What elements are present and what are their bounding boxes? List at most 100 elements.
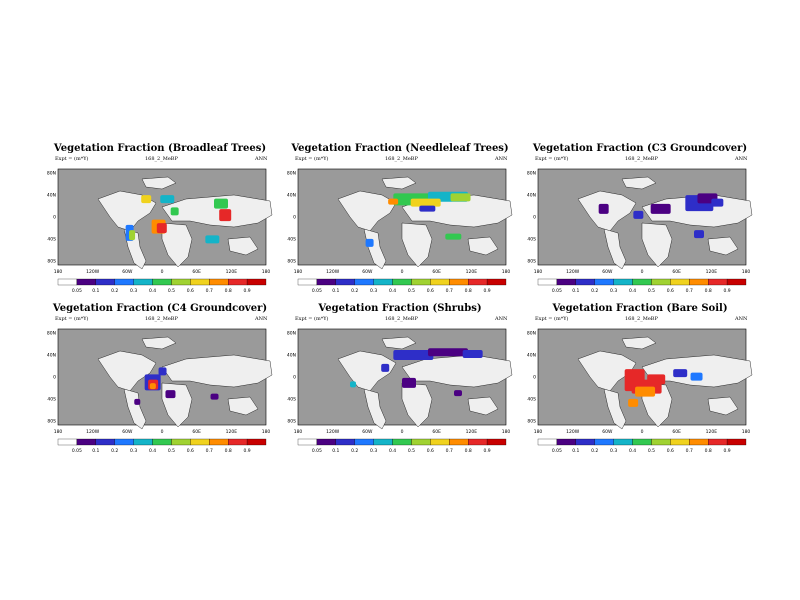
colorbar-swatch [613, 278, 633, 286]
colorbar-tick-label: 0.9 [484, 288, 491, 294]
colorbar-tick-label: 0.9 [244, 288, 251, 294]
lon-tick-label: 120W [86, 429, 100, 435]
colorbar-tick-label: 0.6 [667, 288, 674, 294]
map-plot: 180 120W 60W 0 60E 120E 180 80N 40N 0 40S 80S 0.05 0.… [527, 328, 753, 454]
lon-tick-label: 120E [226, 429, 238, 435]
colorbar-tick-label: 0.6 [667, 448, 674, 454]
lat-tick-label: 0 [293, 375, 296, 381]
lon-tick-label: 60E [192, 429, 201, 435]
colorbar-tick-label: 0.1 [92, 448, 99, 454]
colorbar-swatch [392, 438, 412, 446]
lon-tick-label: 0 [161, 269, 164, 275]
lat-tick-label: 40N [527, 353, 536, 359]
map-plot: 180 120W 60W 0 60E 120E 180 80N 40N 0 40S 80S 0.05 0.… [287, 168, 513, 294]
season-label: ANN [495, 316, 508, 322]
colorbar-tick-label: 0.4 [389, 448, 396, 454]
colorbar-tick-label: 0.5 [648, 448, 655, 454]
data-region [647, 374, 666, 385]
data-region [598, 203, 609, 214]
colorbar-tick-label: 0.5 [648, 288, 655, 294]
lat-tick-label: 0 [533, 375, 536, 381]
colorbar-swatch [297, 278, 318, 286]
lon-tick-label: 180 [742, 269, 751, 275]
colorbar-swatch [246, 438, 267, 446]
colorbar-swatch [133, 438, 153, 446]
lon-tick-label: 60E [192, 269, 201, 275]
colorbar-tick-label: 0.9 [724, 448, 731, 454]
colorbar-tick-label: 0.5 [408, 448, 415, 454]
panel-title: Vegetation Fraction (Shrubs) [318, 303, 482, 314]
lon-tick-label: 0 [641, 429, 644, 435]
lon-tick-label: 0 [641, 269, 644, 275]
data-region [402, 377, 416, 388]
units-label: Expt = (m*Y) [55, 156, 89, 162]
data-region [419, 205, 436, 212]
data-region [393, 349, 434, 360]
colorbar-swatch [726, 438, 747, 446]
map-plot: 180 120W 60W 0 60E 120E 180 80N 40N 0 40S 80S 0.05 0.… [47, 328, 273, 454]
data-region [445, 233, 462, 240]
colorbar-tick-label: 0.9 [724, 288, 731, 294]
lat-tick-label: 80S [287, 419, 296, 425]
season-label: ANN [495, 156, 508, 162]
lat-tick-label: 80N [287, 331, 296, 337]
data-region [635, 386, 656, 397]
colorbar-tick-label: 0.8 [225, 288, 232, 294]
colorbar-swatch [430, 278, 450, 286]
map-area [537, 168, 753, 270]
lon-tick-label: 60E [432, 269, 441, 275]
lon-tick-label: 180 [742, 429, 751, 435]
data-region [149, 383, 156, 390]
colorbar-swatch [632, 278, 652, 286]
colorbar-swatch [246, 278, 267, 286]
map-plot: 180 120W 60W 0 60E 120E 180 80N 40N 0 40S 80S 0.05 0.… [47, 168, 273, 294]
data-region [365, 238, 374, 247]
colorbar-swatch [354, 278, 374, 286]
colorbar-swatch [171, 278, 191, 286]
land-mass [363, 388, 387, 430]
land-mass [401, 354, 513, 388]
lat-tick-label: 40S [287, 397, 296, 403]
land-mass [603, 388, 627, 430]
land-mass [467, 396, 499, 416]
lat-tick-label: 80N [47, 331, 56, 337]
lat-tick-label: 0 [53, 215, 56, 221]
colorbar-tick-label: 0.8 [465, 448, 472, 454]
land-mass [381, 176, 417, 190]
colorbar-tick-label: 0.8 [225, 448, 232, 454]
colorbar-tick-label: 0.1 [332, 448, 339, 454]
panel-c4-groundcover: Vegetation Fraction (C4 Groundcover) Exp… [40, 303, 280, 463]
colorbar-tick-label: 0.3 [610, 288, 617, 294]
lon-tick-label: 60E [672, 429, 681, 435]
units-label: Expt = (m*Y) [535, 156, 569, 162]
colorbar-swatch [114, 278, 134, 286]
case-label: 168_2_MeBP [145, 316, 178, 322]
data-region [158, 367, 167, 376]
season-label: ANN [255, 316, 268, 322]
data-region [690, 372, 703, 381]
colorbar-swatch [708, 278, 728, 286]
lat-tick-label: 80S [527, 419, 536, 425]
colorbar-swatch [57, 278, 78, 286]
data-region [165, 390, 176, 399]
lon-tick-label: 60E [432, 429, 441, 435]
colorbar-tick-label: 0.7 [686, 448, 693, 454]
colorbar-swatch [190, 278, 210, 286]
lon-tick-label: 120W [566, 429, 580, 435]
lat-tick-label: 40S [527, 237, 536, 243]
land-mass [123, 388, 147, 430]
colorbar-swatch [76, 278, 96, 286]
colorbar-tick-label: 0.6 [427, 288, 434, 294]
colorbar-swatch [670, 278, 690, 286]
lon-tick-label: 120E [466, 429, 478, 435]
data-region [160, 195, 175, 204]
colorbar-tick-label: 0.2 [111, 448, 118, 454]
colorbar-swatch [449, 278, 469, 286]
panel-title: Vegetation Fraction (Bare Soil) [552, 303, 728, 314]
case-label: 168_2_MeBP [625, 156, 658, 162]
data-region [214, 198, 228, 209]
data-region [350, 381, 356, 388]
colorbar-swatch [486, 438, 507, 446]
data-region [694, 230, 704, 239]
lat-tick-label: 0 [53, 375, 56, 381]
